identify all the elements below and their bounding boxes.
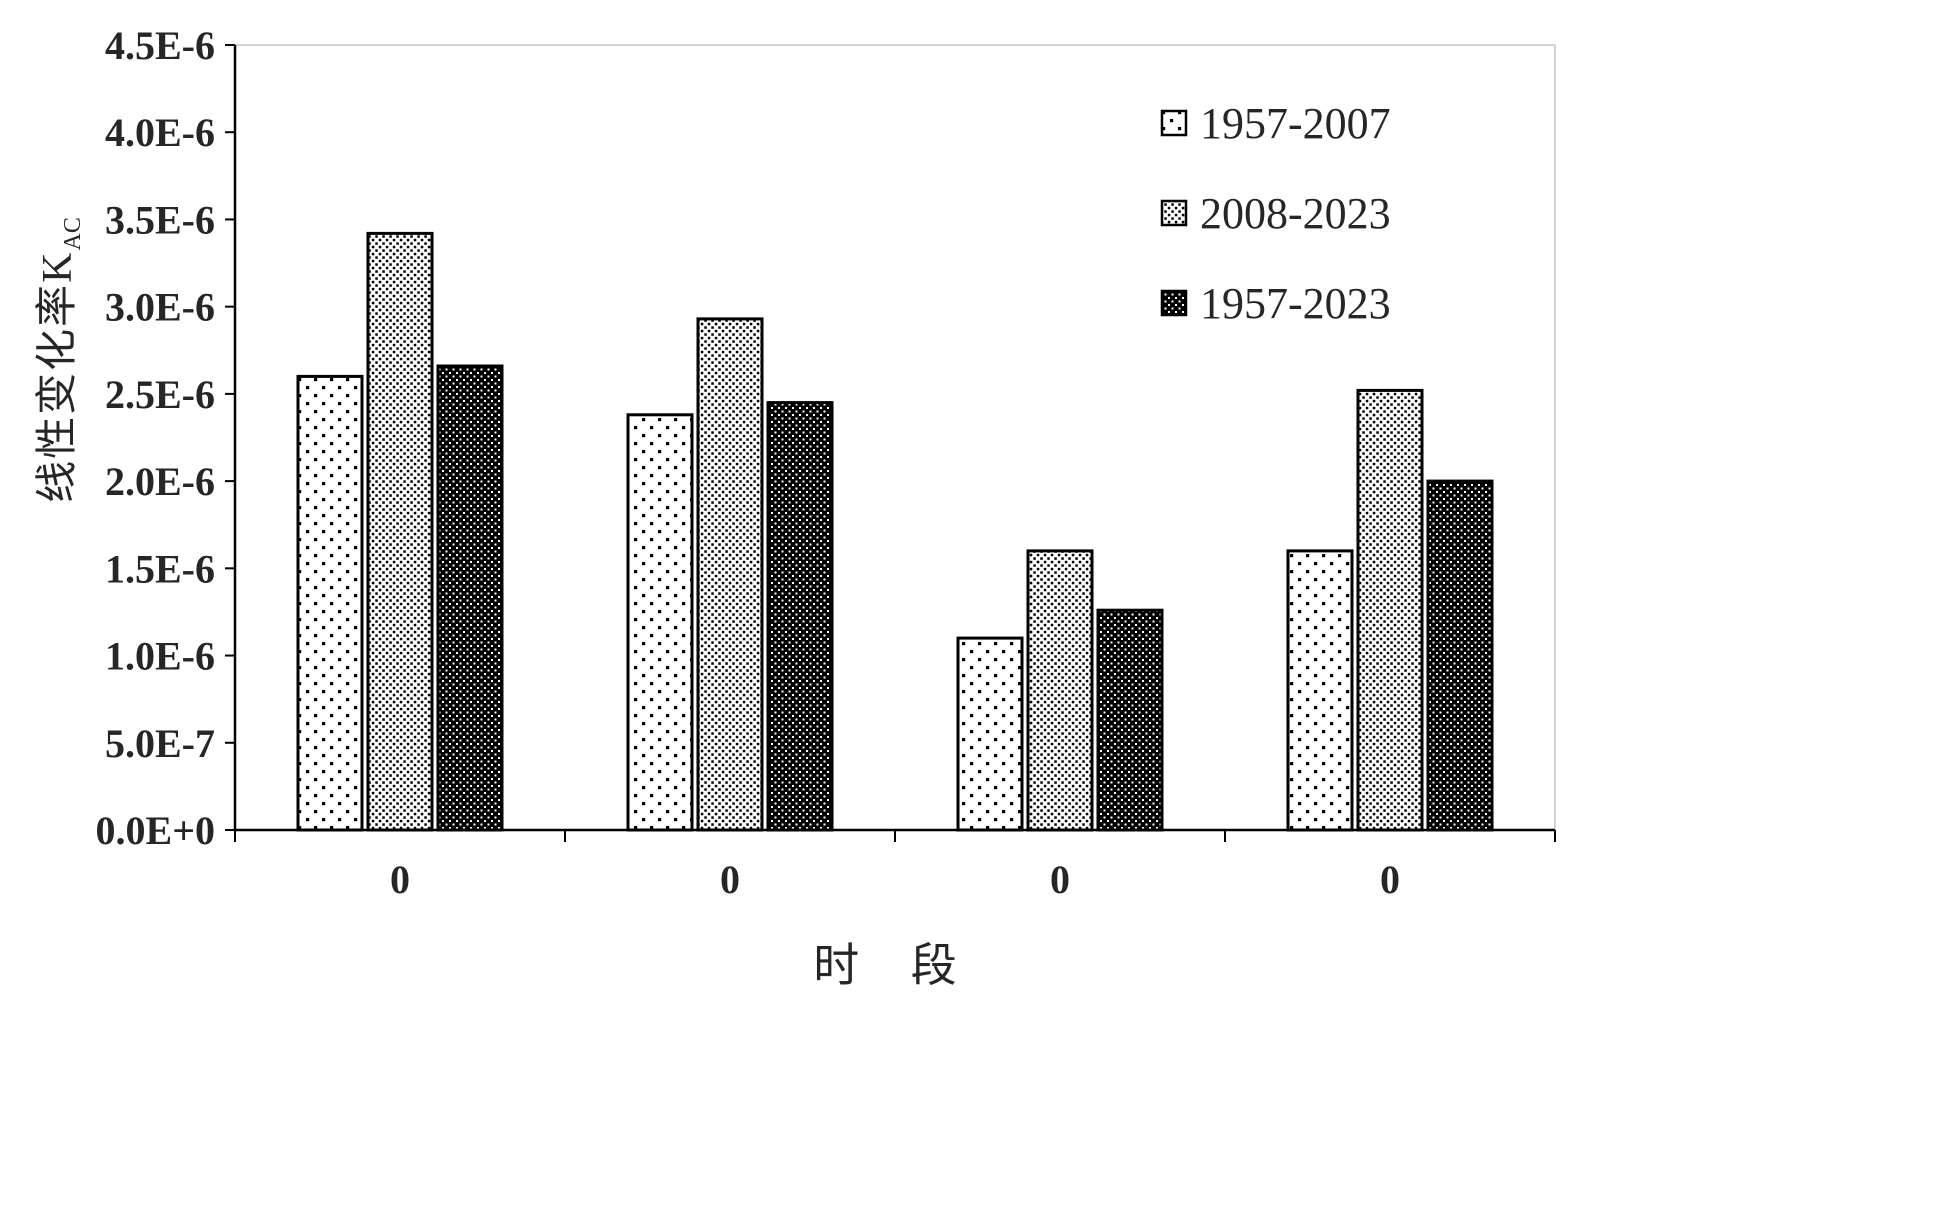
y-tick-label: 0.0E+0 (96, 808, 215, 853)
bar (766, 401, 834, 832)
bar (626, 413, 694, 832)
y-tick-label: 2.0E-6 (105, 459, 215, 504)
bar (1096, 608, 1164, 832)
legend-swatch-icon (1160, 289, 1188, 317)
y-tick-label: 4.5E-6 (105, 23, 215, 68)
legend-swatch-icon (1160, 199, 1188, 227)
legend-item: 1957-2007 (1160, 92, 1391, 154)
bar (366, 231, 434, 832)
y-tick-label: 2.5E-6 (105, 372, 215, 417)
x-axis-title: 时 段 (813, 940, 977, 991)
x-tick-label: 0 (1380, 857, 1400, 902)
bars (296, 231, 1494, 832)
bar (696, 317, 764, 832)
legend: 1957-2007 2008-2023 1957-2023 (1160, 92, 1391, 362)
legend-item: 1957-2023 (1160, 272, 1391, 334)
y-tick-label: 1.5E-6 (105, 546, 215, 591)
bar (1356, 388, 1424, 832)
y-axis-title: 线性变化率KAC (23, 217, 87, 503)
legend-label: 1957-2007 (1200, 98, 1391, 148)
y-tick-label: 1.0E-6 (105, 634, 215, 679)
x-tick-label: 0 (1050, 857, 1070, 902)
legend-label: 1957-2023 (1200, 278, 1391, 328)
bar (1286, 549, 1354, 832)
bar (296, 374, 364, 832)
y-tick-label: 3.0E-6 (105, 285, 215, 330)
x-tick-label: 0 (390, 857, 410, 902)
legend-swatch-icon (1160, 109, 1188, 137)
x-tick-label: 0 (720, 857, 740, 902)
legend-item: 2008-2023 (1160, 182, 1391, 244)
bar (1026, 549, 1094, 832)
y-tick-label: 3.5E-6 (105, 197, 215, 242)
y-axis-title-subscript: AC (60, 217, 87, 251)
bar (436, 364, 504, 832)
bar (956, 636, 1024, 832)
legend-label: 2008-2023 (1200, 188, 1391, 238)
bar (1426, 479, 1494, 832)
y-axis-title-text: 线性变化率K (34, 250, 81, 503)
y-tick-label: 5.0E-7 (105, 721, 215, 766)
y-tick-label: 4.0E-6 (105, 110, 215, 155)
